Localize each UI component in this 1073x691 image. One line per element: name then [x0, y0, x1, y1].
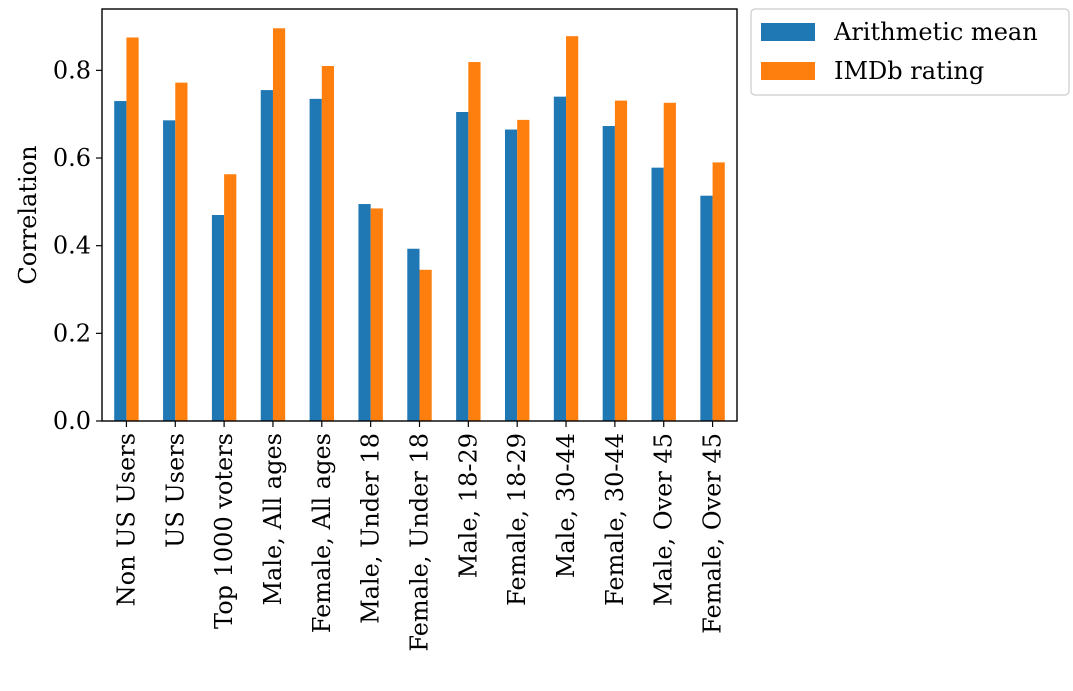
- bar-imdb-rating: [321, 65, 335, 421]
- y-tick-label: 0.2: [53, 319, 91, 347]
- legend-label: Arithmetic mean: [833, 18, 1038, 46]
- y-tick-label: 0.4: [53, 232, 91, 260]
- x-tick-label: Non US Users: [112, 433, 140, 606]
- legend: Arithmetic mean IMDb rating: [750, 8, 1070, 96]
- legend-swatch: [761, 23, 815, 41]
- y-tick-label: 0.8: [53, 56, 91, 84]
- x-tick-label: Female, Over 45: [699, 433, 727, 634]
- bar-imdb-rating: [566, 36, 579, 421]
- x-tick-label: Male, 18-29: [454, 433, 482, 578]
- x-tick-group: Non US Users US Users Top 1000 voters Male,…: [112, 421, 727, 652]
- bar-arithmetic-mean: [211, 215, 225, 421]
- bar-arithmetic-mean: [163, 120, 176, 421]
- legend-box: [750, 8, 1070, 96]
- bar-arithmetic-mean: [651, 167, 664, 421]
- bar-imdb-rating: [468, 62, 481, 421]
- x-tick-label: Male, All ages: [259, 433, 287, 606]
- bar-imdb-rating: [517, 119, 530, 422]
- bar-imdb-rating: [224, 174, 237, 421]
- bar-arithmetic-mean: [504, 129, 518, 421]
- bar-arithmetic-mean: [358, 204, 371, 421]
- bar-arithmetic-mean: [602, 126, 615, 421]
- y-axis-label: Correlation: [14, 145, 42, 284]
- bar-arithmetic-mean: [309, 98, 322, 421]
- bar-imdb-rating: [272, 28, 286, 422]
- y-tick-group: 0.0 0.2 0.4 0.6 0.8: [53, 56, 102, 435]
- bar-arithmetic-mean: [407, 248, 420, 421]
- x-tick-label: Female, Under 18: [406, 433, 434, 652]
- legend-swatch: [761, 62, 815, 80]
- x-tick-label: Female, 18-29: [503, 433, 531, 606]
- x-tick-label: Male, Under 18: [357, 433, 385, 624]
- bar-imdb-rating: [663, 102, 676, 421]
- x-tick-label: Male, Over 45: [650, 433, 678, 606]
- y-tick-label: 0.0: [53, 407, 91, 435]
- bar-arithmetic-mean: [553, 96, 567, 421]
- bar-arithmetic-mean: [260, 90, 273, 421]
- x-tick-label: Female, All ages: [308, 433, 336, 633]
- bar-imdb-rating: [419, 269, 432, 421]
- bar-arithmetic-mean: [456, 112, 469, 421]
- y-tick-label: 0.6: [53, 144, 91, 172]
- x-tick-label: Male, 30-44: [552, 433, 580, 578]
- bar-imdb-rating: [175, 82, 188, 422]
- bars-group: [114, 28, 725, 422]
- x-tick-label: Top 1000 voters: [210, 433, 238, 629]
- bar-imdb-rating: [614, 100, 628, 422]
- bar-arithmetic-mean: [700, 195, 713, 421]
- bar-imdb-rating: [126, 37, 139, 422]
- bar-imdb-rating: [712, 162, 725, 422]
- legend-label: IMDb rating: [834, 57, 984, 85]
- x-tick-label: US Users: [161, 433, 189, 548]
- x-tick-label: Female, 30-44: [601, 433, 629, 606]
- bar-imdb-rating: [370, 208, 383, 421]
- bar-arithmetic-mean: [114, 101, 127, 422]
- plot-area-frame: [101, 8, 738, 422]
